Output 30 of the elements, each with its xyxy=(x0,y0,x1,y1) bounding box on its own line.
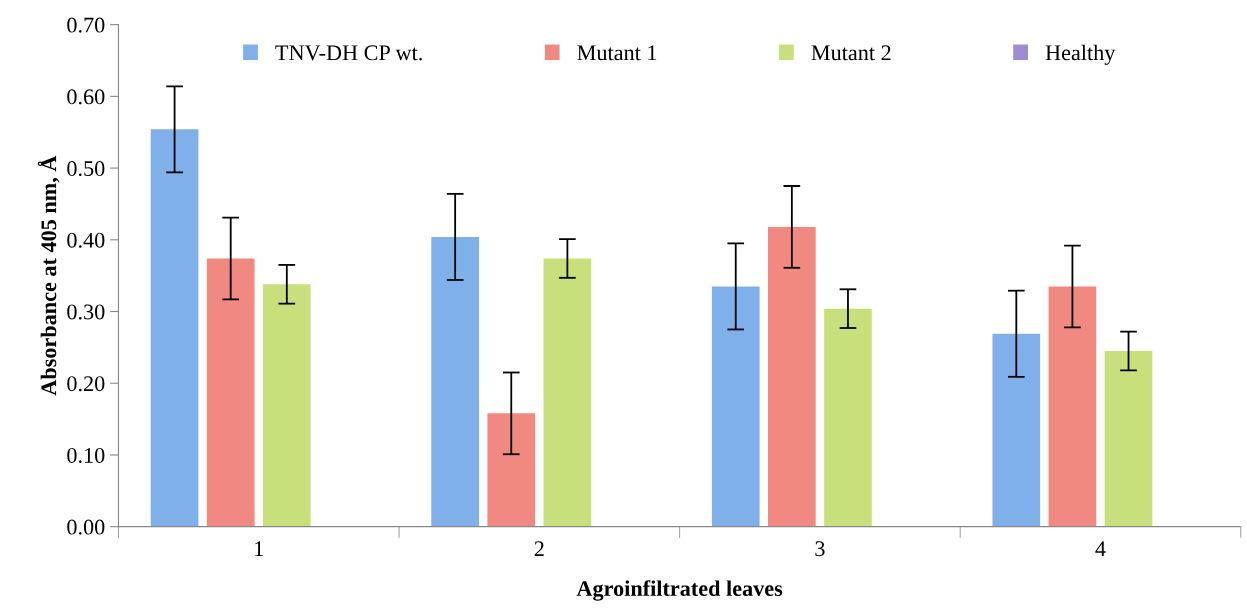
bar xyxy=(262,284,311,527)
bar xyxy=(150,129,199,527)
bar xyxy=(487,413,536,527)
bar xyxy=(206,258,255,527)
bar xyxy=(824,308,872,527)
legend-label: Mutant 1 xyxy=(577,45,657,61)
y-tick-label: 0.30 xyxy=(67,304,105,320)
y-axis-title: Absorbance at 405 nm, Å xyxy=(37,155,60,396)
bar xyxy=(431,236,479,527)
bar xyxy=(1104,350,1153,527)
y-tick-label: 0.40 xyxy=(67,232,105,248)
x-tick-label: 1 xyxy=(255,541,263,556)
x-axis-title: Agroinfiltrated leaves xyxy=(576,580,783,601)
legend-label: Mutant 2 xyxy=(811,45,891,61)
bar xyxy=(992,333,1041,527)
x-tick-label: 3 xyxy=(815,541,825,557)
y-tick-label: 0.60 xyxy=(67,89,105,105)
y-tick-label: 0.00 xyxy=(67,519,105,535)
bar xyxy=(768,226,816,527)
x-tick-label: 2 xyxy=(534,541,544,556)
legend-label: Healthy xyxy=(1045,44,1116,65)
x-tick-label: 4 xyxy=(1095,541,1106,556)
y-tick-label: 0.10 xyxy=(67,447,105,463)
legend-label: TNV-DH CP wt. xyxy=(275,45,422,61)
y-tick-label: 0.50 xyxy=(67,161,105,177)
bar xyxy=(543,258,592,527)
bar xyxy=(1048,286,1097,527)
y-tick-label: 0.20 xyxy=(67,376,105,392)
bar xyxy=(711,286,760,527)
y-tick-label: 0.70 xyxy=(67,17,105,33)
